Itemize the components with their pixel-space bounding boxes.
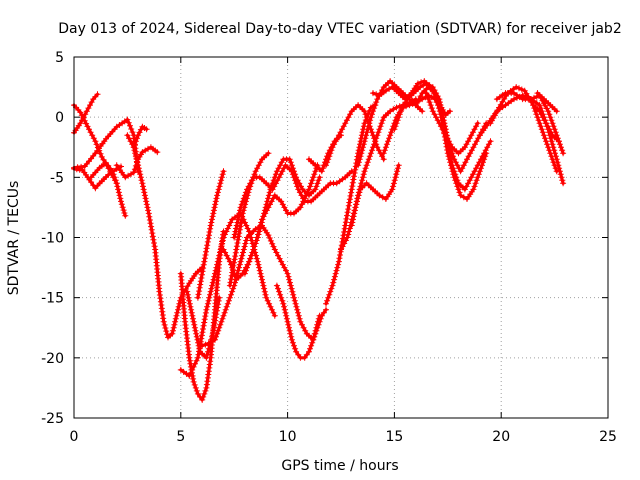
series-markers	[88, 159, 129, 219]
y-tick-label: 0	[55, 110, 64, 126]
series-arc-10	[177, 210, 278, 379]
series-markers	[348, 96, 419, 229]
series-line	[535, 91, 559, 113]
series-arc-20	[323, 102, 379, 307]
series-markers	[273, 282, 329, 361]
x-tick-label: 0	[70, 429, 79, 445]
y-tick-label: -15	[41, 291, 64, 307]
series-arc-5	[88, 159, 129, 219]
x-tick-label: 10	[279, 429, 297, 445]
series-markers	[434, 96, 453, 118]
y-tick-label: -20	[41, 351, 64, 367]
series-arc-12	[194, 168, 227, 301]
chart-title: Day 013 of 2024, Sidereal Day-to-day VTE…	[58, 21, 621, 37]
series-arc-1	[71, 91, 101, 136]
x-tick-label: 25	[599, 429, 617, 445]
series-markers	[530, 102, 562, 145]
series-markers	[487, 84, 560, 175]
y-tick-label: -10	[41, 231, 64, 247]
series-arc-29	[423, 90, 481, 157]
series-arc-33	[487, 84, 560, 175]
series-arc-35	[534, 90, 560, 115]
series-arc-28	[412, 84, 490, 202]
axis-ticks: 0 5 10 15 20 25 -25 -20 -15 -10 -5 0 5	[41, 50, 617, 445]
series-arc-18	[273, 282, 329, 361]
x-tick-label: 20	[492, 429, 510, 445]
series-markers	[130, 123, 150, 151]
series-arc-30	[434, 96, 453, 118]
y-axis-label: SDTVAR / TECUs	[6, 181, 22, 296]
series-markers	[534, 90, 560, 115]
y-tick-label: 5	[55, 50, 64, 66]
series-markers	[199, 222, 323, 349]
data-series	[71, 78, 567, 403]
x-tick-label: 5	[176, 429, 185, 445]
x-axis-label: GPS time / hours	[281, 458, 398, 474]
x-tick-label: 15	[385, 429, 403, 445]
series-markers	[194, 168, 227, 301]
series-arc-17	[241, 156, 323, 277]
series-arc-34	[530, 102, 562, 145]
series-markers	[231, 162, 355, 241]
series-markers	[423, 90, 481, 157]
series-arc-24	[355, 78, 426, 169]
y-tick-label: -25	[41, 411, 64, 427]
series-arc-8	[130, 123, 150, 151]
series-markers	[177, 210, 278, 379]
y-tick-label: -5	[50, 170, 64, 186]
series-markers	[241, 156, 323, 277]
series-arc-7	[124, 132, 206, 341]
series-markers	[323, 102, 379, 307]
